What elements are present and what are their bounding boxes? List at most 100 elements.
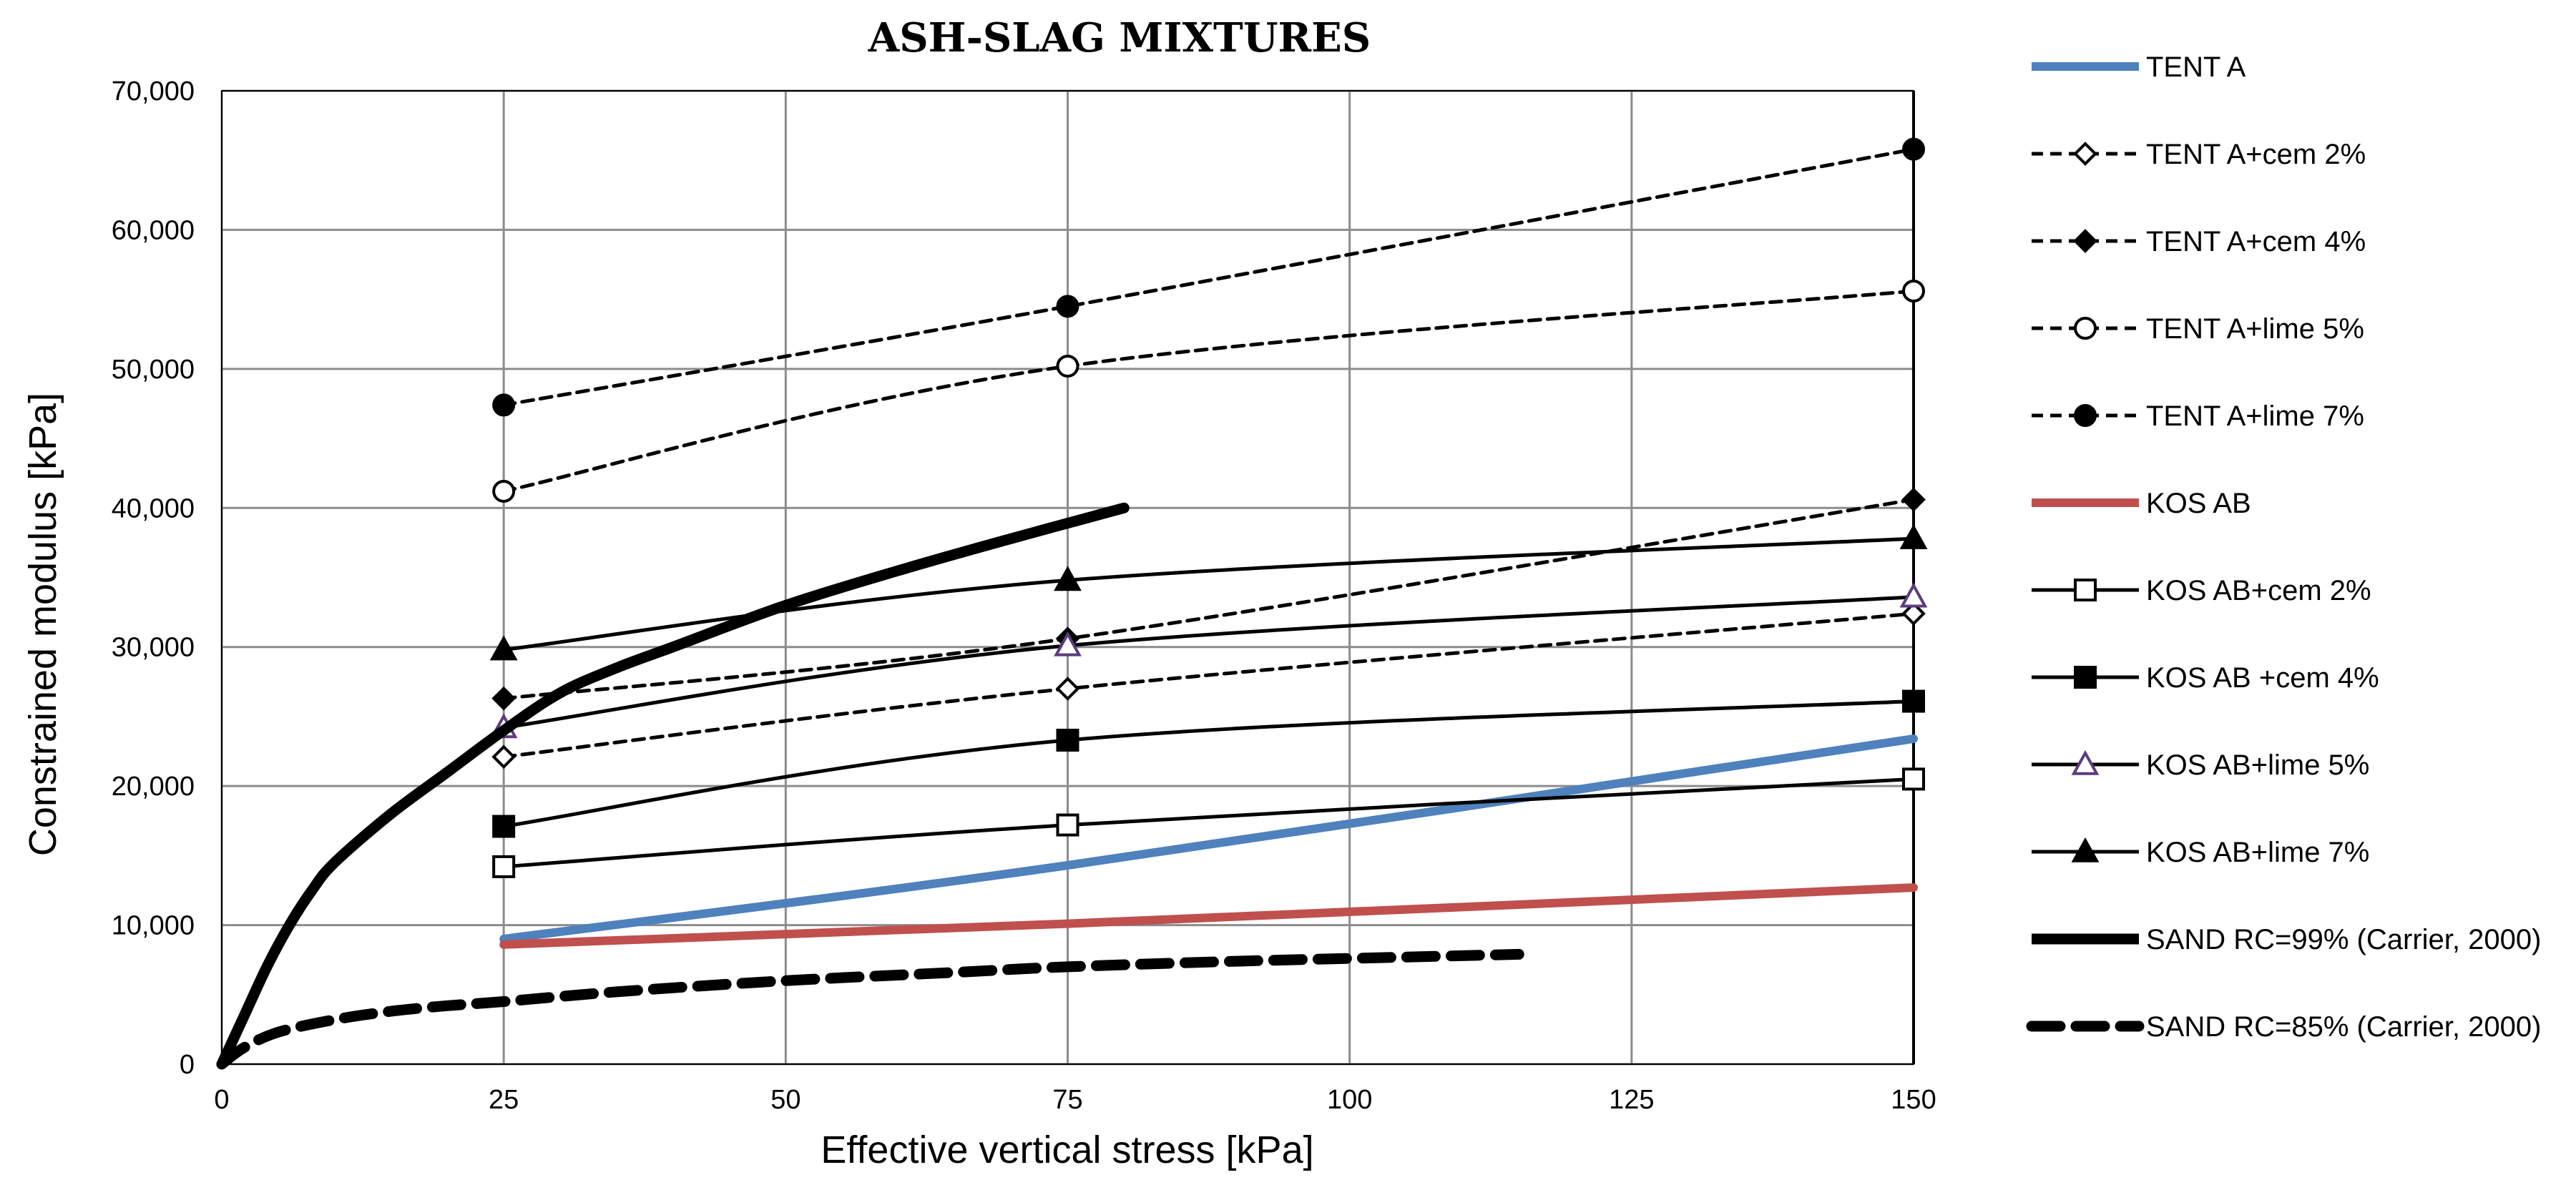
series-line: [501, 289, 1916, 493]
x-tick-label: 125: [1609, 1085, 1654, 1115]
data-point: [1055, 677, 1080, 701]
y-axis-label: Constrained modulus [kPa]: [21, 393, 64, 856]
y-tick-label: 0: [180, 1050, 195, 1080]
x-axis-ticks: 0 25 50 75 100 125 150: [214, 1085, 1936, 1115]
legend-label: SAND RC=99% (Carrier, 2000): [2146, 924, 2541, 955]
data-point: [1901, 601, 1926, 626]
legend-marker: [2071, 749, 2100, 775]
legend-item-kos-ab-cem-2: KOS AB+cem 2%: [2032, 575, 2371, 606]
y-tick-label: 50,000: [112, 355, 195, 385]
legend-marker: [2073, 142, 2097, 166]
y-tick-label: 30,000: [112, 633, 195, 663]
y-tick-label: 20,000: [112, 772, 195, 802]
legend-item-kos-ab-lime-5: KOS AB+lime 5%: [2032, 749, 2369, 781]
y-tick-label: 40,000: [112, 493, 195, 523]
legend-label: TENT A+lime 5%: [2146, 313, 2364, 345]
series-kos-ab-cem-4: [492, 689, 1925, 838]
series-line: [501, 777, 1916, 869]
data-point: [1901, 487, 1926, 512]
legend-label: KOS AB: [2146, 488, 2251, 519]
legend-marker: [2074, 666, 2097, 689]
series-line: [501, 595, 1916, 729]
legend-item-tent-a-lime-5: TENT A+lime 5%: [2032, 313, 2364, 345]
series-line: [499, 734, 1918, 943]
data-point: [1056, 813, 1079, 837]
data-point: [1054, 566, 1082, 591]
y-tick-label: 10,000: [112, 911, 195, 941]
legend-item-kos-ab-cem-4: KOS AB +cem 4%: [2032, 662, 2379, 694]
legend-item-tent-a-lime-7: TENT A+lime 7%: [2032, 400, 2364, 432]
data-point: [1056, 354, 1079, 378]
data-point: [491, 744, 516, 769]
series-line: [501, 699, 1916, 828]
series-line: [501, 498, 1916, 701]
x-tick-label: 100: [1327, 1085, 1372, 1115]
data-point: [491, 686, 516, 711]
y-tick-label: 60,000: [112, 215, 195, 245]
legend-label: KOS AB +cem 4%: [2146, 662, 2379, 694]
data-point: [1902, 767, 1925, 791]
data-point: [1902, 137, 1925, 161]
series-line: [501, 536, 1916, 652]
x-axis-label: Effective vertical stress [kPa]: [821, 1128, 1313, 1171]
series-line: [216, 502, 1130, 1070]
x-tick-label: 50: [770, 1085, 800, 1115]
series-kos-ab: [499, 883, 1918, 949]
series-kos-ab-cem-2: [492, 767, 1925, 878]
data-point: [1899, 582, 1928, 608]
legend-label: KOS AB+lime 7%: [2146, 837, 2369, 868]
y-axis-ticks: 0 10,000 20,000 30,000 40,000 50,000 60,000 70,…: [112, 77, 195, 1080]
data-point: [492, 393, 516, 417]
legend-marker: [2071, 837, 2100, 862]
legend-item-tent-a-cem-4: TENT A+cem 4%: [2032, 226, 2366, 257]
x-tick-label: 25: [489, 1085, 519, 1115]
series-sand-rc-99-carrier-2000: [216, 502, 1130, 1070]
legend-item-kos-ab-lime-7: KOS AB+lime 7%: [2032, 837, 2369, 868]
series-line: [499, 883, 1918, 949]
series-tent-a-lime-5: [492, 279, 1925, 503]
x-tick-label: 150: [1891, 1085, 1936, 1115]
legend: TENT A TENT A+cem 2% TENT A+cem 4% TENT A+l…: [2026, 51, 2541, 1043]
legend-marker: [2073, 229, 2097, 253]
series-kos-ab-lime-7: [489, 523, 1928, 661]
data-point: [492, 815, 516, 838]
legend-item-kos-ab: KOS AB: [2032, 488, 2251, 519]
legend-label: TENT A+cem 4%: [2146, 226, 2366, 257]
data-point: [1902, 279, 1925, 303]
legend-label: KOS AB+lime 5%: [2146, 749, 2369, 781]
x-tick-label: 75: [1052, 1085, 1082, 1115]
plot-area: [216, 137, 1928, 1070]
legend-item-sand-rc-85-carrier-2000: SAND RC=85% (Carrier, 2000): [2026, 1011, 2541, 1043]
series-tent-a-cem-2: [491, 601, 1926, 769]
series-sand-rc-85-carrier-2000: [216, 948, 1524, 1070]
series-line: [501, 147, 1916, 407]
legend-label: TENT A+cem 2%: [2146, 139, 2366, 170]
legend-marker: [2074, 579, 2097, 601]
data-point: [1902, 689, 1925, 713]
series-tent-a-lime-7: [492, 137, 1925, 417]
series-tent-a: [499, 734, 1918, 943]
legend-label: TENT A+lime 7%: [2146, 400, 2364, 432]
data-point: [492, 479, 516, 503]
legend-item-sand-rc-99-carrier-2000: SAND RC=99% (Carrier, 2000): [2032, 924, 2541, 955]
legend-label: SAND RC=85% (Carrier, 2000): [2146, 1011, 2541, 1043]
chart-title: ASH-SLAG MIXTURES: [868, 14, 1371, 62]
data-point: [1056, 728, 1079, 752]
data-point: [492, 855, 516, 878]
data-point: [1899, 523, 1928, 549]
legend-label: TENT A: [2146, 51, 2246, 83]
series-line: [501, 611, 1916, 759]
data-point: [1056, 295, 1079, 318]
legend-item-tent-a-cem-2: TENT A+cem 2%: [2032, 139, 2366, 170]
data-point: [489, 635, 518, 661]
x-tick-label: 0: [214, 1085, 229, 1115]
legend-item-tent-a: TENT A: [2032, 51, 2246, 83]
data-point: [1054, 631, 1082, 657]
legend-label: KOS AB+cem 2%: [2146, 575, 2371, 606]
legend-marker: [2074, 404, 2097, 427]
legend-marker: [2074, 317, 2097, 340]
series-line: [216, 948, 1524, 1070]
y-tick-label: 70,000: [112, 77, 195, 107]
